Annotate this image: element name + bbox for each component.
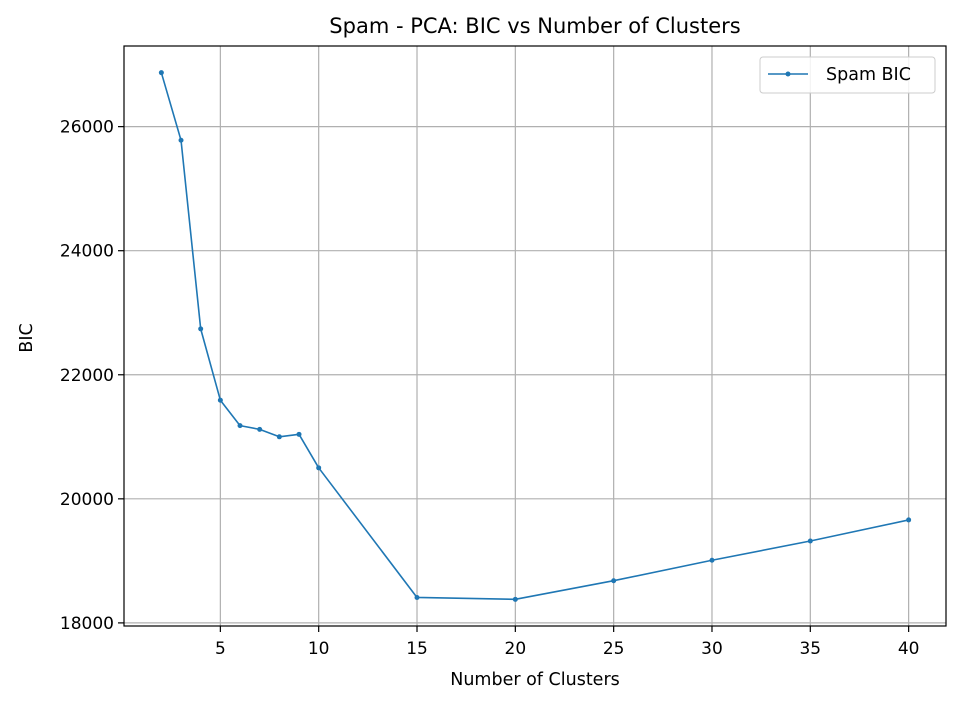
data-point [709,557,715,563]
x-axis-ticks: 5 10 15 20 25 30 35 40 [215,626,920,659]
data-point [198,326,204,332]
legend-box [759,56,936,94]
data-point [414,594,420,600]
x-tick-label: 40 [898,639,920,659]
grid-lines [124,46,946,626]
x-tick-label: 30 [701,639,723,659]
y-axis-ticks: 18000 20000 22000 24000 26000 [60,118,124,634]
x-tick-label: 5 [215,639,226,659]
data-point [611,578,617,584]
data-point [237,423,243,429]
legend: Spam BIC [759,56,936,94]
legend-label: Spam BIC [826,65,911,85]
y-tick-label: 24000 [60,242,114,262]
data-point [217,397,223,403]
y-axis-label: BIC [17,323,37,352]
x-tick-label: 15 [406,639,428,659]
y-tick-label: 26000 [60,118,114,138]
chart-title: Spam - PCA: BIC vs Number of Clusters [329,14,740,38]
series-layer [158,70,912,602]
x-tick-label: 10 [308,639,330,659]
legend-marker-icon [785,71,791,77]
x-axis-label: Number of Clusters [450,670,620,690]
data-point [257,426,263,432]
data-point [807,538,813,544]
plot-frame [123,45,947,627]
x-tick-label: 35 [799,639,821,659]
data-point [178,137,184,143]
x-tick-label: 20 [505,639,527,659]
data-point [158,70,164,76]
data-point [316,465,322,471]
data-point [906,517,912,523]
y-tick-label: 18000 [60,614,114,634]
y-tick-label: 20000 [60,490,114,510]
data-point [512,596,518,602]
x-tick-label: 25 [603,639,625,659]
data-point [276,434,282,440]
y-tick-label: 22000 [60,366,114,386]
data-point [296,431,302,437]
